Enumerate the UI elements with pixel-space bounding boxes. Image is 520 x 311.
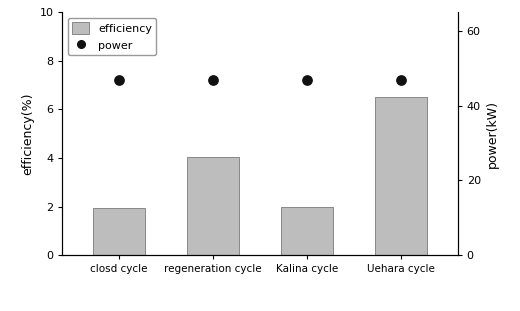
Point bbox=[115, 78, 123, 83]
Bar bbox=[281, 207, 333, 255]
Bar bbox=[93, 208, 145, 255]
Point bbox=[397, 78, 405, 83]
Point bbox=[303, 78, 311, 83]
Bar bbox=[187, 157, 239, 255]
Legend: efficiency, power: efficiency, power bbox=[68, 18, 157, 55]
Bar bbox=[375, 97, 427, 255]
Y-axis label: power(kW): power(kW) bbox=[486, 100, 499, 168]
Y-axis label: efficiency(%): efficiency(%) bbox=[21, 92, 34, 175]
Point bbox=[209, 78, 217, 83]
